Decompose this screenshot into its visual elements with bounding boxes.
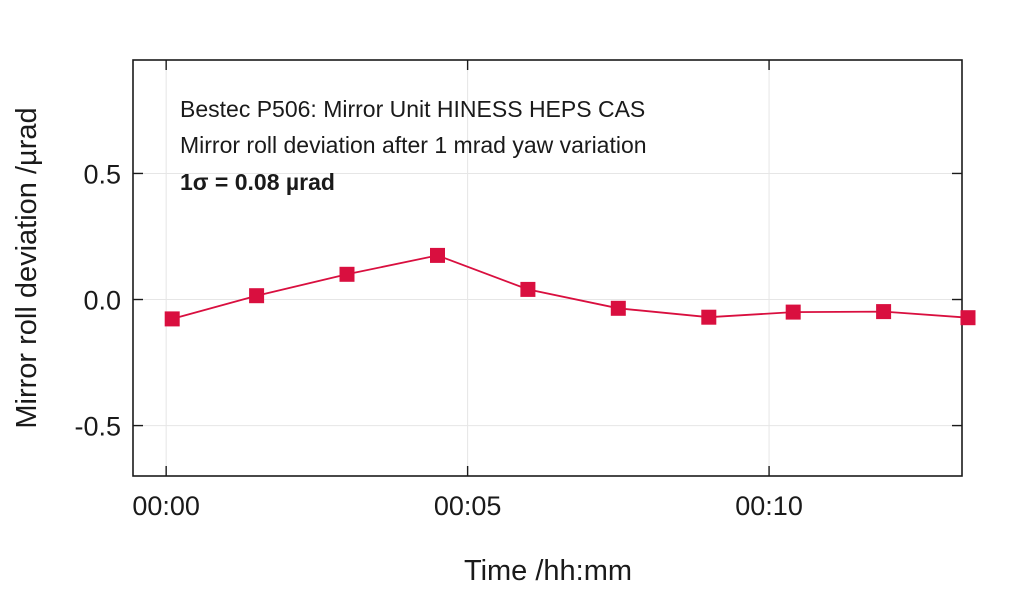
series-line xyxy=(171,254,969,320)
grid xyxy=(133,60,962,476)
data-point xyxy=(960,310,976,326)
data-point xyxy=(339,266,355,282)
y-tick-label: -0.5 xyxy=(74,412,121,442)
x-tick-label: 00:10 xyxy=(735,491,803,521)
y-axis-title: Mirror roll deviation /µrad xyxy=(11,107,43,428)
y-tick-label: 0.5 xyxy=(83,159,121,189)
data-point xyxy=(164,311,180,327)
annotation-line-1: Bestec P506: Mirror Unit HINESS HEPS CAS xyxy=(180,96,645,122)
data-point xyxy=(785,304,801,320)
series-layer xyxy=(164,247,976,327)
annotation-line-2: Mirror roll deviation after 1 mrad yaw v… xyxy=(180,132,647,158)
annotation-sigma: 1σ = 0.08 µrad xyxy=(180,169,335,195)
x-tick-label: 00:05 xyxy=(434,491,502,521)
tick-marks xyxy=(133,60,962,476)
tick-labels: 00:00 00:05 00:10 0.5 0.0 -0.5 xyxy=(74,159,802,521)
data-point xyxy=(249,288,265,304)
data-point xyxy=(430,247,445,263)
data-point xyxy=(701,309,717,325)
data-point xyxy=(610,300,626,316)
plot-frame xyxy=(132,59,963,477)
data-point xyxy=(876,304,892,320)
x-tick-label: 00:00 xyxy=(132,491,200,521)
y-tick-label: 0.0 xyxy=(83,286,121,316)
x-axis-title: Time /hh:mm xyxy=(464,555,632,587)
data-point xyxy=(520,281,536,297)
